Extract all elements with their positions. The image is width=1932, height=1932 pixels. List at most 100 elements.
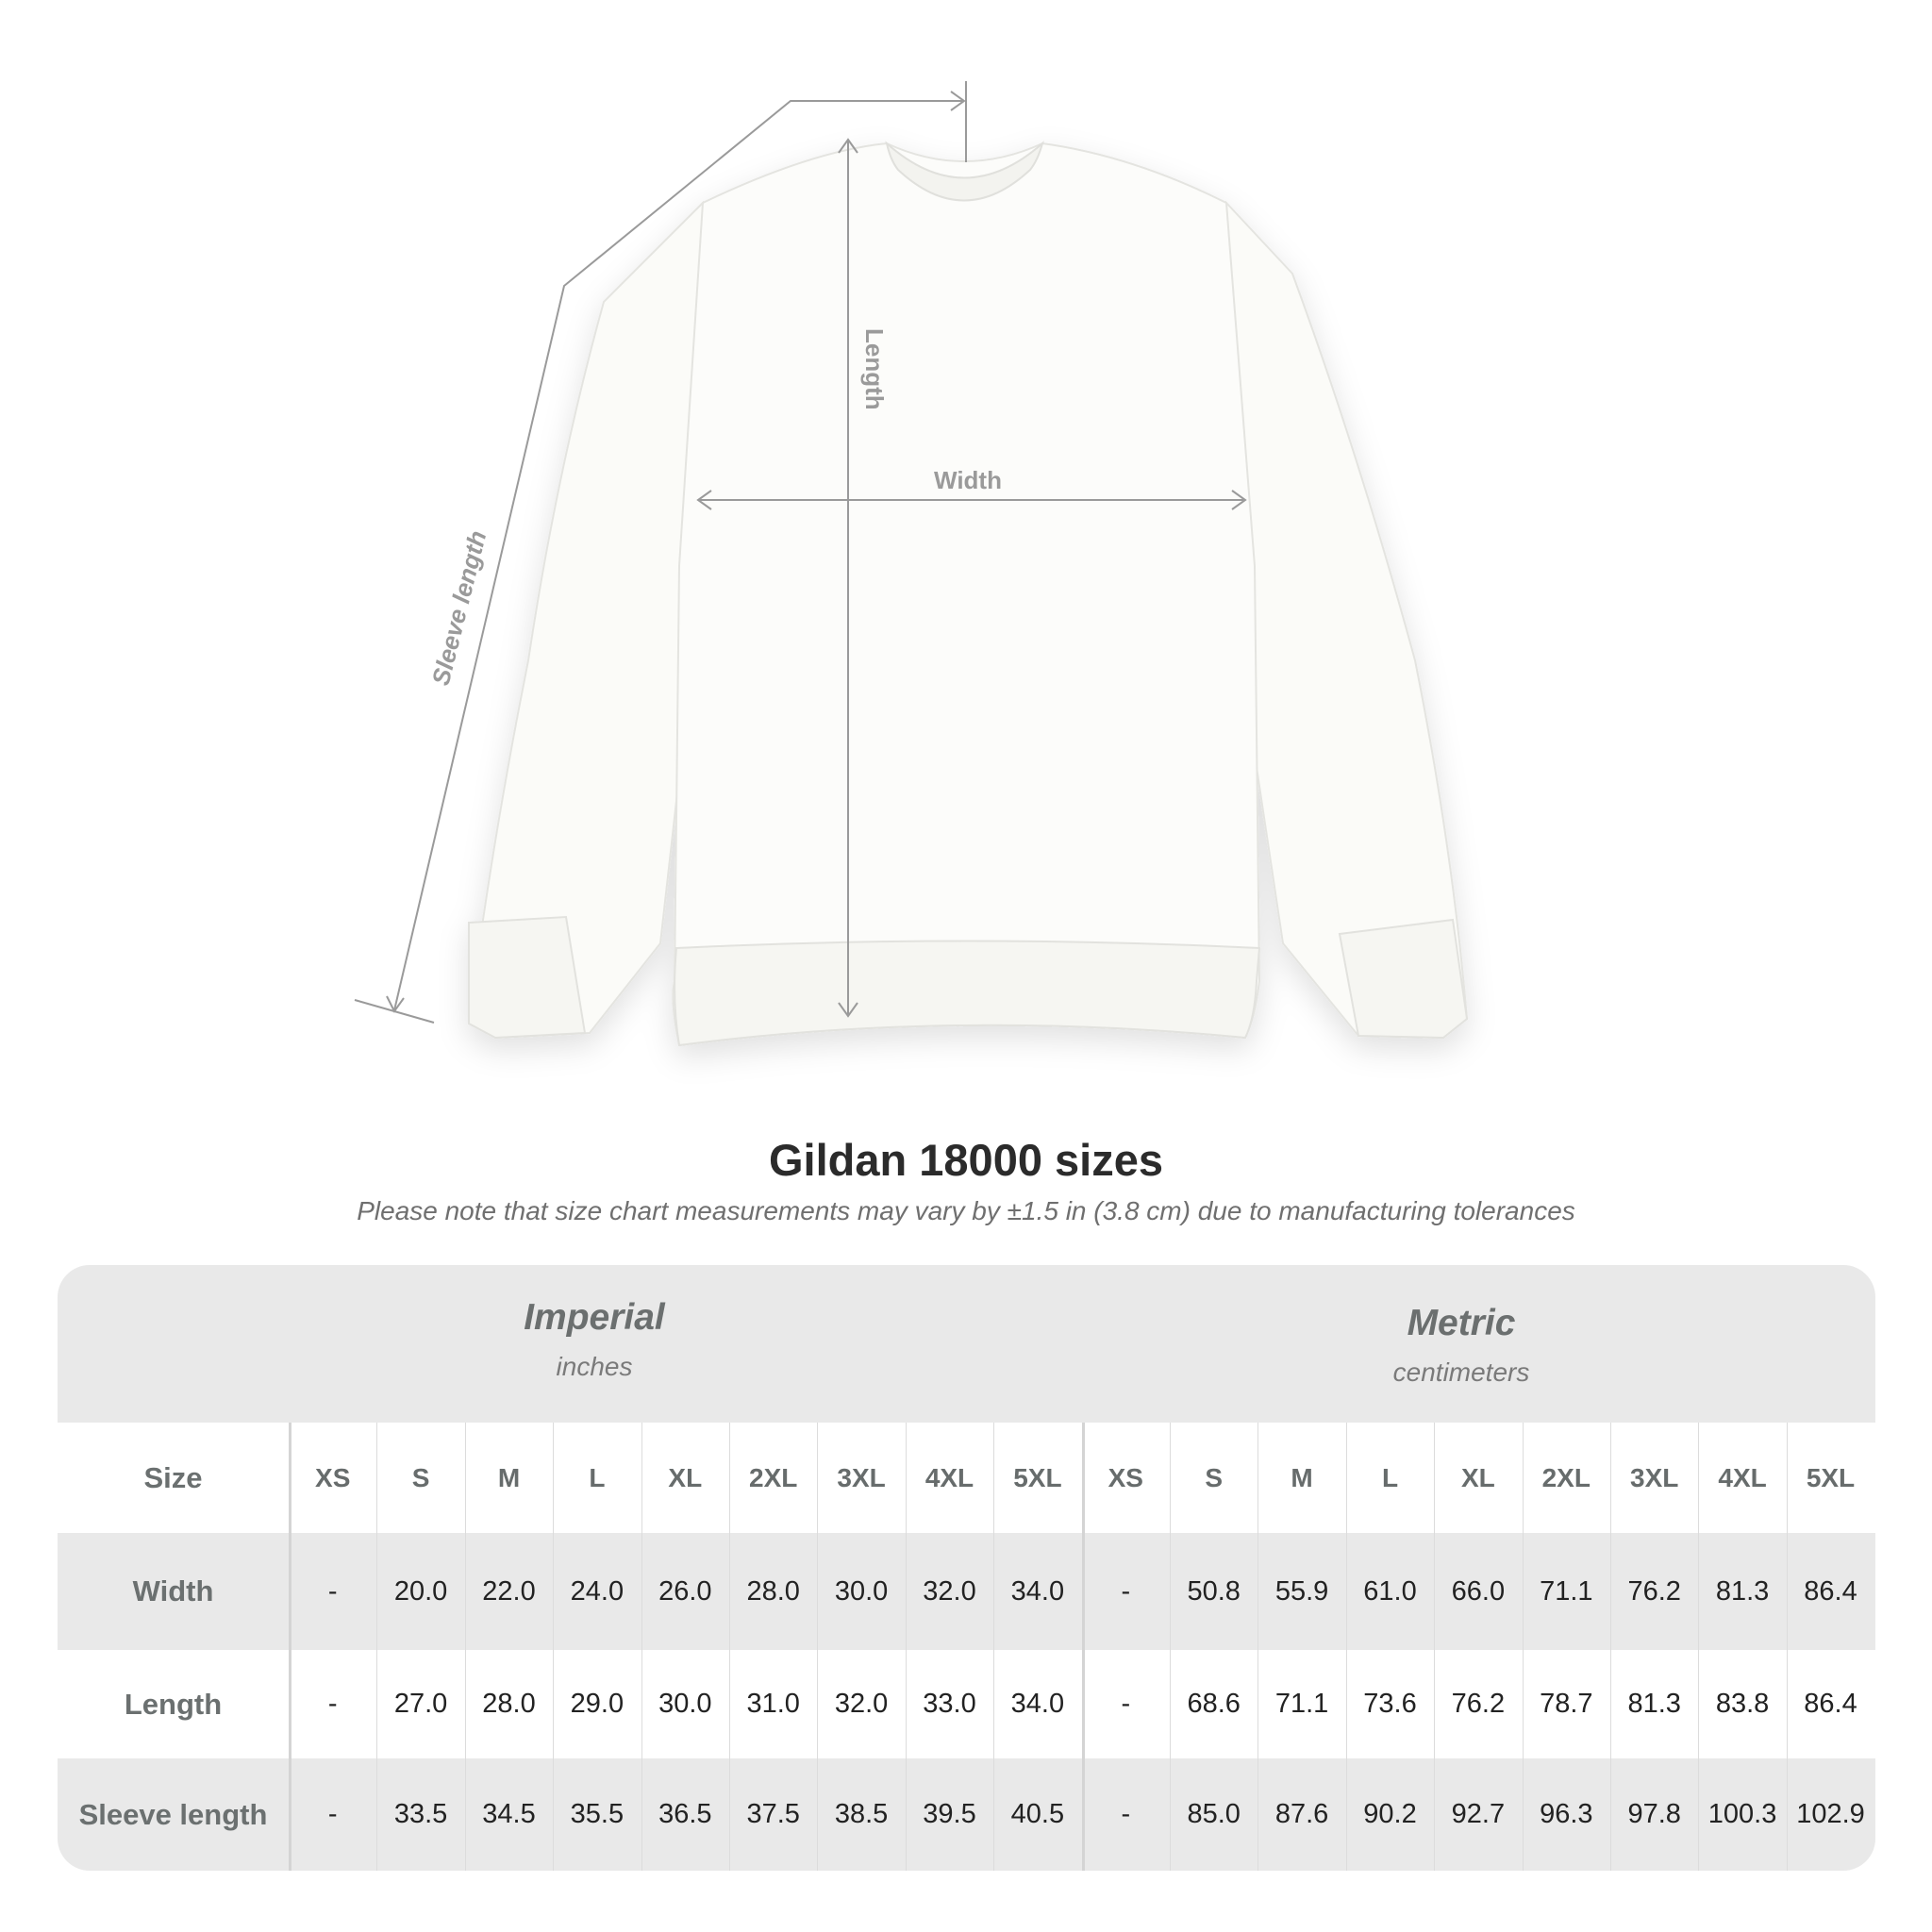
- sleeve-length-label: Sleeve length: [426, 528, 492, 689]
- metric-title: Metric: [1407, 1303, 1516, 1343]
- imperial-value-cell: -: [327, 1799, 338, 1829]
- sleeve-length-line: [393, 100, 962, 1011]
- metric-value-cell: 76.2: [1451, 1689, 1506, 1719]
- metric-header: Metric centimeters: [1178, 1303, 1744, 1388]
- column-divider: [1170, 1423, 1171, 1871]
- metric-size-5xl: 5XL: [1806, 1462, 1856, 1492]
- column-divider: [376, 1423, 378, 1871]
- size-header-label: Size: [143, 1460, 203, 1494]
- metric-value-cell: 68.6: [1187, 1689, 1241, 1719]
- imperial-value-cell: -: [327, 1689, 338, 1719]
- row-band-sleeve: [58, 1758, 1875, 1871]
- column-divider: [464, 1423, 466, 1871]
- imperial-value-cell: 20.0: [393, 1575, 448, 1607]
- metric-value-cell: 96.3: [1540, 1799, 1593, 1829]
- metric-value-cell: -: [1121, 1575, 1131, 1607]
- column-divider: [817, 1423, 819, 1871]
- metric-value-cell: -: [1121, 1799, 1131, 1829]
- imperial-size-3xl: 3XL: [837, 1462, 886, 1492]
- column-divider: [1257, 1423, 1259, 1871]
- imperial-value-cell: 37.5: [746, 1799, 800, 1829]
- imperial-value-cell: 34.0: [1010, 1689, 1065, 1719]
- metric-value-cell: 92.7: [1451, 1799, 1506, 1829]
- metric-value-cell: 55.9: [1274, 1575, 1329, 1607]
- metric-size-3xl: 3XL: [1630, 1462, 1679, 1492]
- imperial-value-cell: 26.0: [658, 1575, 712, 1607]
- metric-size-s: S: [1205, 1462, 1224, 1492]
- metric-size-m: M: [1291, 1462, 1313, 1492]
- width-arrow-right: [1231, 490, 1247, 510]
- column-divider: [1786, 1423, 1788, 1871]
- page-title: Gildan 18000 sizes: [768, 1135, 1164, 1185]
- length-label: Length: [860, 328, 889, 410]
- metric-size-l: L: [1381, 1462, 1399, 1492]
- column-divider: [1345, 1423, 1347, 1871]
- length-arrow-top: [838, 138, 858, 154]
- row-label: Width: [132, 1574, 214, 1607]
- measurement-lines: [354, 81, 1247, 1024]
- metric-value-cell: 78.7: [1540, 1689, 1593, 1719]
- imperial-header: Imperial inches: [311, 1297, 877, 1382]
- metric-size-2xl: 2XL: [1541, 1462, 1591, 1492]
- imperial-value-cell: 40.5: [1010, 1799, 1065, 1829]
- column-divider: [641, 1423, 642, 1871]
- imperial-size-s: S: [411, 1462, 430, 1492]
- metric-value-cell: 100.3: [1707, 1799, 1777, 1829]
- metric-value-cell: 90.2: [1363, 1799, 1417, 1829]
- metric-value-cell: 81.3: [1715, 1575, 1770, 1607]
- metric-value-cell: 76.2: [1627, 1575, 1681, 1607]
- imperial-value-cell: -: [327, 1575, 338, 1607]
- metric-value-cell: 71.1: [1274, 1689, 1329, 1719]
- imperial-value-cell: 22.0: [482, 1575, 536, 1607]
- imperial-value-cell: 30.0: [834, 1575, 889, 1607]
- metric-value-cell: 97.8: [1627, 1799, 1681, 1829]
- metric-value-cell: 81.3: [1627, 1689, 1681, 1719]
- row-label: Length: [124, 1687, 223, 1721]
- metric-unit: centimeters: [1392, 1357, 1530, 1387]
- imperial-size-5xl: 5XL: [1013, 1462, 1062, 1492]
- column-divider: [1434, 1423, 1436, 1871]
- imperial-unit: inches: [556, 1352, 633, 1381]
- length-arrow-bottom: [838, 1002, 858, 1018]
- metric-value-cell: 87.6: [1274, 1799, 1329, 1829]
- column-divider: [1522, 1423, 1524, 1871]
- metric-value-cell: 71.1: [1540, 1575, 1593, 1607]
- imperial-value-cell: 32.0: [923, 1575, 976, 1607]
- imperial-value-cell: 27.0: [393, 1689, 448, 1719]
- imperial-size-4xl: 4XL: [924, 1462, 974, 1492]
- imperial-value-cell: 34.0: [1010, 1575, 1065, 1607]
- imperial-value-cell: 33.0: [923, 1689, 976, 1719]
- column-divider: [729, 1423, 730, 1871]
- sweatshirt-measurement-diagram: Length Width Sleeve length: [354, 81, 1469, 1047]
- imperial-value-cell: 32.0: [834, 1689, 889, 1719]
- imperial-size-l: L: [589, 1462, 606, 1492]
- metric-value-cell: 86.4: [1804, 1689, 1857, 1719]
- metric-value-cell: 86.4: [1804, 1575, 1857, 1607]
- imperial-value-cell: 24.0: [570, 1575, 625, 1607]
- width-arrow-left: [696, 490, 712, 510]
- row-label: Sleeve length: [78, 1797, 268, 1831]
- metric-value-cell: 102.9: [1796, 1799, 1865, 1829]
- imperial-size-m: M: [497, 1462, 521, 1492]
- metric-value-cell: 61.0: [1363, 1575, 1417, 1607]
- imperial-value-cell: 35.5: [570, 1799, 625, 1829]
- imperial-title: Imperial: [524, 1297, 665, 1338]
- metric-value-cell: 50.8: [1187, 1575, 1241, 1607]
- metric-value-cell: -: [1121, 1689, 1131, 1719]
- column-divider: [553, 1423, 555, 1871]
- metric-value-cell: 66.0: [1451, 1575, 1506, 1607]
- tolerance-note: Please note that size chart measurements…: [357, 1196, 1575, 1225]
- size-table: Imperial inches Metric centimeters Size X…: [58, 1265, 1875, 1871]
- column-divider: [1610, 1423, 1611, 1871]
- imperial-size-2xl: 2XL: [749, 1462, 798, 1492]
- imperial-value-cell: 28.0: [746, 1575, 800, 1607]
- metric-value-cell: 83.8: [1715, 1689, 1770, 1719]
- imperial-value-cell: 31.0: [746, 1689, 800, 1719]
- metric-size-xs: XS: [1108, 1462, 1143, 1492]
- metric-size-4xl: 4XL: [1718, 1462, 1767, 1492]
- imperial-value-cell: 36.5: [658, 1799, 712, 1829]
- imperial-value-cell: 29.0: [570, 1689, 625, 1719]
- imperial-value-cell: 28.0: [482, 1689, 536, 1719]
- column-divider: [1698, 1423, 1700, 1871]
- sleeve-tick-bottom: [354, 999, 435, 1024]
